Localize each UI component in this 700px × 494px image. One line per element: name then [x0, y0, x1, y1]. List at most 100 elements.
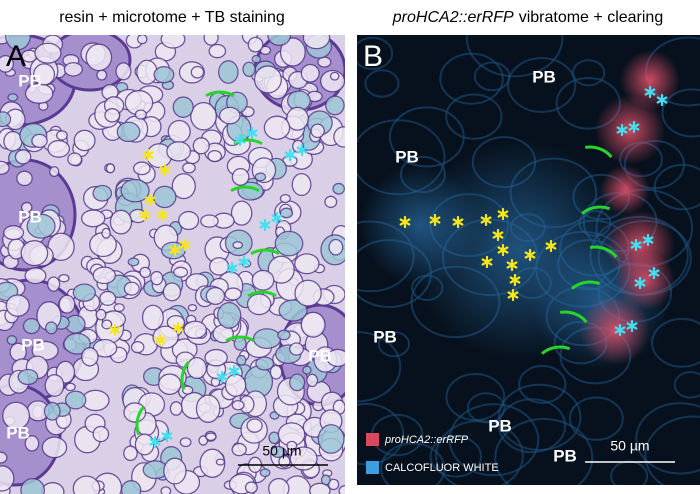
cell — [136, 35, 148, 45]
cell — [123, 445, 138, 462]
cell — [47, 139, 71, 158]
cell-wall — [653, 163, 700, 211]
asterisk — [109, 323, 121, 337]
cell — [130, 340, 145, 354]
cell — [3, 225, 25, 241]
cell — [205, 432, 217, 442]
asterisk — [179, 238, 191, 252]
cell — [187, 303, 198, 312]
cell — [163, 457, 187, 485]
panel-title: proHCA2::erRFP vibratome + clearing — [392, 9, 663, 26]
asterisk — [226, 261, 238, 275]
green-arc — [225, 335, 255, 343]
cell — [123, 402, 147, 423]
cell — [56, 130, 68, 141]
cell-wall — [497, 398, 567, 454]
cell — [0, 111, 12, 128]
cell — [308, 482, 331, 494]
cell-wall — [644, 415, 700, 485]
asterisk — [648, 266, 660, 280]
asterisk — [630, 238, 642, 252]
asterisk — [271, 211, 283, 225]
asterisk — [507, 288, 519, 302]
cell — [44, 374, 65, 397]
cell — [22, 317, 41, 335]
cell — [26, 213, 56, 239]
asterisk — [284, 148, 296, 162]
cell — [289, 446, 318, 471]
asterisk — [628, 120, 640, 134]
cell — [139, 266, 152, 279]
asterisk — [481, 255, 493, 269]
cell-wall — [377, 331, 411, 358]
cell — [200, 214, 219, 228]
asterisk — [429, 213, 441, 227]
cell — [230, 200, 253, 226]
cell — [215, 458, 226, 466]
cell — [166, 141, 192, 162]
glow — [360, 165, 480, 285]
asterisk — [614, 323, 626, 337]
cell — [0, 465, 15, 492]
cell — [326, 348, 345, 368]
cell — [134, 433, 155, 456]
asterisk — [149, 435, 161, 449]
cell — [72, 283, 96, 302]
cell — [80, 209, 106, 228]
tissue-label: PB — [21, 335, 45, 354]
green-arc — [571, 280, 601, 290]
cell — [267, 35, 292, 46]
asterisk — [480, 213, 492, 227]
rfp-signal — [620, 50, 680, 110]
cell-wall — [357, 403, 405, 466]
asterisk — [497, 243, 509, 257]
cell — [157, 373, 182, 396]
green-arc — [589, 245, 618, 259]
cell-wall — [507, 57, 577, 113]
cell — [7, 93, 19, 102]
cell — [181, 385, 194, 395]
cell — [101, 227, 111, 239]
cell — [31, 133, 48, 149]
asterisk — [156, 208, 168, 222]
cell — [0, 451, 8, 464]
cell — [332, 182, 345, 195]
cell-wall — [497, 383, 582, 451]
cell — [24, 267, 47, 285]
tissue-label: PB — [553, 446, 577, 465]
cell — [173, 266, 189, 278]
legend-swatch — [366, 433, 379, 446]
cell — [179, 437, 192, 448]
cell — [171, 173, 196, 200]
cell — [20, 240, 49, 267]
cell — [46, 276, 61, 292]
cell — [289, 342, 304, 356]
rfp-signal — [580, 295, 650, 365]
cell — [43, 401, 61, 421]
cell — [24, 435, 40, 452]
green-arc — [541, 345, 571, 355]
cell — [92, 184, 113, 202]
cell — [317, 424, 345, 454]
asterisk — [139, 208, 151, 222]
cell — [67, 152, 83, 167]
cell — [310, 123, 325, 139]
cell — [120, 178, 150, 203]
legend-swatch — [366, 461, 379, 474]
cell — [291, 172, 312, 197]
cell-wall — [445, 372, 506, 422]
green-arc — [205, 90, 235, 98]
cell — [186, 357, 207, 380]
cell — [328, 238, 344, 256]
asterisk — [616, 123, 628, 137]
cell — [294, 279, 322, 307]
cell-wall — [380, 442, 446, 485]
cell — [92, 266, 116, 285]
cell — [270, 445, 286, 459]
tissue-label: PB — [18, 71, 42, 90]
cell — [232, 241, 244, 250]
asterisk — [161, 429, 173, 443]
asterisk — [296, 143, 308, 157]
cell — [160, 35, 186, 49]
